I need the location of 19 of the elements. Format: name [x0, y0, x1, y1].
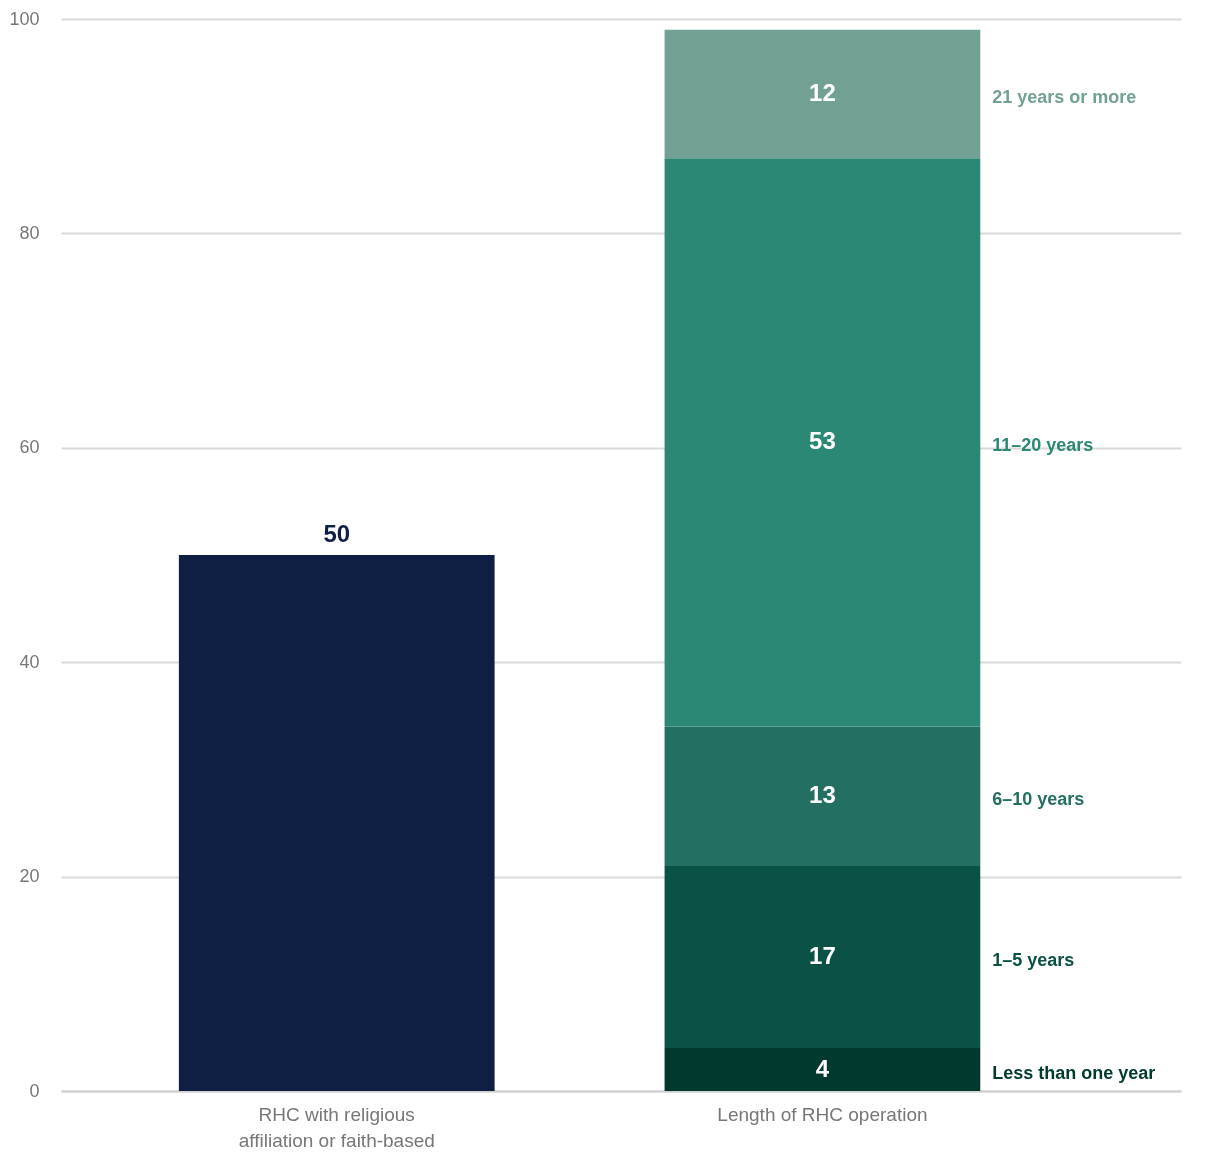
x-tick-label: RHC with religious affiliation or faith-based: [238, 1103, 435, 1151]
y-tick-label: 20: [19, 866, 40, 887]
y-tick-label: 60: [19, 437, 40, 458]
y-tick-label: 100: [9, 8, 40, 29]
series-label: 1–5 years: [992, 950, 1075, 970]
series-label: 21 years or more: [992, 87, 1137, 108]
x-tick-label: Length of RHC operation: [717, 1103, 928, 1125]
data-label: 4: [815, 1054, 830, 1082]
series-label: 11–20 years: [992, 435, 1094, 456]
data-label: 12: [809, 79, 836, 107]
series-label: 6–10 years: [992, 789, 1085, 810]
y-tick-label: 40: [19, 651, 40, 672]
y-tick-label: 0: [29, 1080, 40, 1101]
data-label: 13: [809, 781, 836, 809]
data-label: 17: [809, 942, 836, 969]
y-tick-label: 80: [19, 222, 40, 243]
data-label: 50: [323, 520, 351, 547]
series-label: Less than one year: [992, 1062, 1156, 1083]
data-label: 53: [809, 427, 836, 455]
